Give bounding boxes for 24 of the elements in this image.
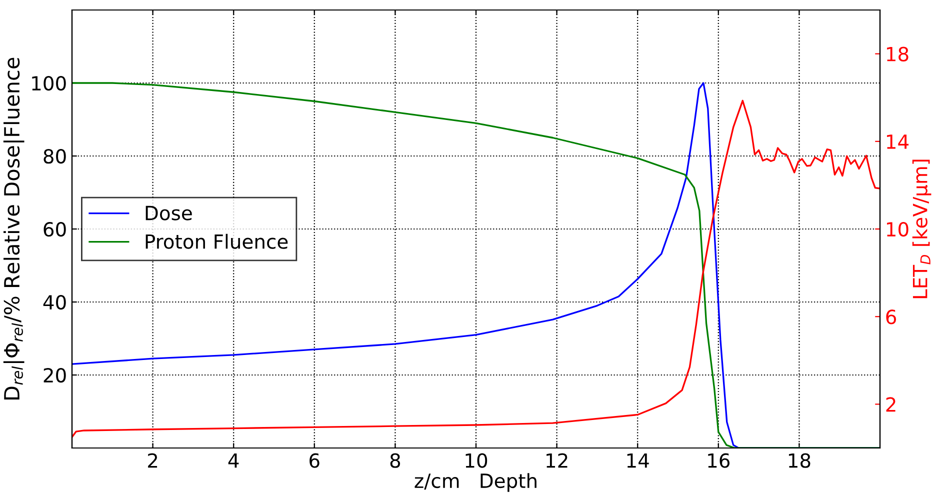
x-tick-label: 2 — [148, 453, 158, 468]
x-tick-label: 8 — [390, 453, 400, 468]
x-tick-label: 16 — [708, 453, 730, 468]
y2-tick-label: 18 — [886, 46, 908, 62]
legend-label: Dose — [146, 206, 192, 220]
x-tick-label: 10 — [466, 453, 488, 468]
y2-tick-label: 10 — [886, 222, 908, 237]
y-axis-title: D$_{rel}$|Φ$_{rel}$/% Relative Dose|Fluence — [3, 58, 24, 400]
x-tick-label: 14 — [627, 453, 649, 468]
y-tick-label: 40 — [43, 294, 66, 310]
y-tick-label: 100 — [32, 76, 66, 91]
y2-axis-title: LET$_{D}$ [keV/μm] — [912, 160, 932, 298]
y2-tick-label: 2 — [886, 397, 896, 412]
x-tick-label: 6 — [310, 453, 320, 468]
y2-tick-label: 6 — [886, 310, 896, 324]
legend-label: Proton Fluence — [146, 234, 288, 249]
x-tick-label: 4 — [228, 453, 239, 468]
x-tick-label: 12 — [546, 453, 568, 468]
x-axis-title: z/cm Depth — [414, 473, 536, 492]
y-tick-label: 80 — [44, 148, 66, 164]
y-tick-label: 20 — [44, 368, 66, 383]
y-tick-label: 60 — [44, 222, 66, 237]
x-tick-label: 18 — [788, 453, 810, 468]
y2-tick-label: 14 — [886, 134, 909, 149]
